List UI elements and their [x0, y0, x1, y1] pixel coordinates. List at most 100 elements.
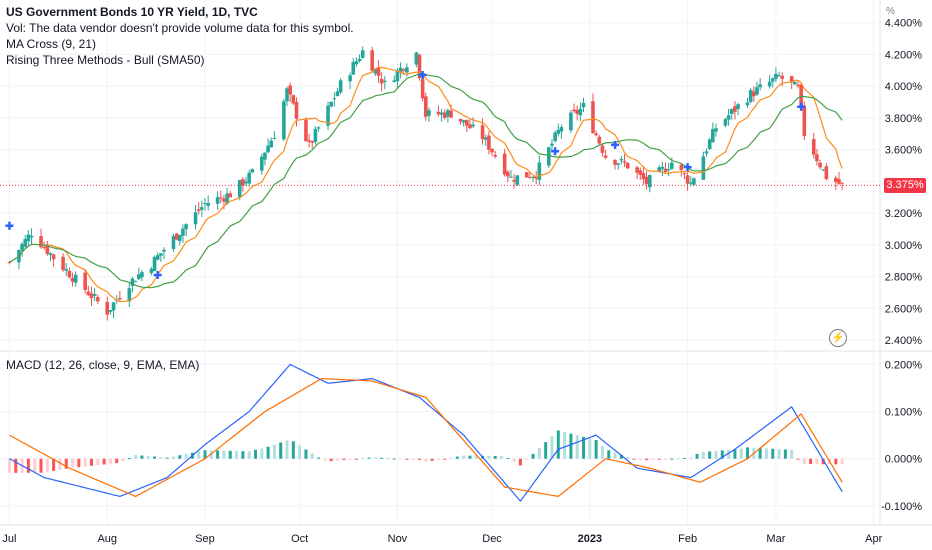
- macd-histogram-bar: [171, 456, 175, 459]
- macd-histogram-bar: [285, 440, 289, 459]
- axes: 2.400%2.600%2.800%3.000%3.200%3.400%3.60…: [2, 18, 922, 545]
- candle-body: [707, 139, 712, 149]
- candle-body: [531, 176, 535, 178]
- candle-body: [600, 145, 605, 153]
- candle-body: [685, 175, 690, 184]
- candle-body: [326, 105, 330, 126]
- candle-body: [622, 161, 627, 163]
- candle-body: [597, 136, 602, 144]
- ma-cross-label[interactable]: MA Cross (9, 21): [6, 37, 97, 51]
- candle-body: [203, 203, 207, 205]
- macd-histogram-bar: [380, 457, 384, 459]
- macd-histogram-bar: [733, 449, 737, 459]
- candle-body: [509, 176, 513, 178]
- macd-histogram-bar: [165, 457, 169, 459]
- macd-histogram-bar: [197, 451, 201, 459]
- candle-body: [259, 156, 264, 171]
- time-tick-label: Oct: [291, 533, 308, 545]
- macd-histogram-bar: [83, 458, 87, 467]
- candle-body: [524, 172, 529, 178]
- macd-histogram-bar: [588, 438, 592, 459]
- candle-body: [449, 110, 453, 118]
- macd-histogram-bar: [26, 458, 30, 473]
- macd-tick-label: -0.100%: [881, 501, 922, 513]
- candle-body: [181, 228, 185, 236]
- candle-body: [225, 193, 229, 204]
- macd-histogram-bar: [77, 458, 81, 468]
- candle-body: [572, 109, 576, 112]
- macd-histogram-bar: [714, 450, 718, 459]
- macd-label[interactable]: MACD (12, 26, close, 9, EMA, EMA): [6, 358, 200, 372]
- candle-body: [244, 181, 248, 184]
- candle-body: [682, 173, 687, 175]
- macd-histogram-bar: [537, 447, 541, 459]
- candle-body: [483, 137, 488, 140]
- candle-body: [688, 182, 693, 184]
- rising-three-label[interactable]: Rising Three Methods - Bull (SMA50): [6, 53, 205, 67]
- time-tick-label: Aug: [97, 533, 117, 545]
- macd-histogram-bar: [209, 450, 213, 459]
- candle-body: [420, 79, 425, 99]
- candle-body: [550, 143, 554, 146]
- candle-body: [480, 125, 485, 140]
- macd-histogram-bar: [405, 458, 409, 460]
- candle-body: [644, 176, 649, 185]
- macd-histogram-bar: [7, 458, 11, 473]
- candle-body: [405, 67, 409, 73]
- macd-histogram-bar: [121, 458, 125, 462]
- candle-body: [424, 96, 428, 117]
- macd-histogram-bar: [556, 430, 560, 459]
- candle-body: [51, 254, 56, 260]
- candle-body: [704, 151, 709, 154]
- candle-body: [821, 169, 826, 171]
- macd-tick-label: 0.000%: [885, 454, 923, 466]
- candle-body: [468, 124, 472, 129]
- candle-body: [338, 80, 343, 93]
- time-tick-label: Dec: [482, 533, 502, 545]
- candle-body: [736, 104, 740, 110]
- symbol-title[interactable]: US Government Bonds 10 YR Yield, 1D, TVC: [6, 5, 258, 19]
- candle-body: [745, 102, 750, 106]
- candle-body: [726, 115, 731, 120]
- candle-body: [392, 80, 397, 82]
- macd-histogram-bar: [796, 458, 800, 460]
- price-tick-label: 3.000%: [885, 240, 923, 252]
- macd-histogram-bar: [272, 444, 276, 459]
- macd-histogram-bar: [487, 455, 491, 459]
- candle-body: [89, 293, 94, 299]
- candle-body: [714, 128, 718, 132]
- price-tick-label: 4.200%: [885, 49, 923, 61]
- price-tick-label: 3.800%: [885, 113, 923, 125]
- lightning-icon[interactable]: ⚡: [829, 329, 847, 347]
- candle-body: [247, 172, 251, 184]
- scale-mode-label[interactable]: %: [886, 6, 895, 17]
- macd-histogram-bar: [354, 458, 358, 460]
- macd-histogram-bar: [367, 457, 371, 459]
- macd-histogram-bar: [821, 458, 825, 465]
- candle-body: [446, 110, 450, 117]
- macd-histogram-bar: [664, 458, 668, 460]
- macd-histogram-bar: [783, 449, 787, 459]
- candle-body: [802, 105, 807, 137]
- candle-body: [575, 110, 580, 114]
- candle-body: [487, 135, 491, 150]
- macd-histogram-bar: [746, 447, 750, 459]
- candle-body: [373, 68, 378, 74]
- macd-histogram-bar: [52, 458, 56, 471]
- candle-body: [556, 129, 561, 134]
- candle-body: [149, 268, 154, 274]
- candle-body: [206, 203, 210, 206]
- candle-body: [616, 163, 621, 165]
- macd-histogram-bar: [525, 458, 529, 460]
- macd-histogram-bar: [89, 458, 93, 466]
- macd-histogram-bar: [184, 453, 188, 459]
- macd-histogram-bar: [682, 457, 686, 459]
- macd-histogram-bar: [304, 449, 308, 459]
- candle-body: [370, 50, 374, 72]
- candle-body: [95, 297, 100, 302]
- ma-cross-marker: [611, 140, 620, 149]
- candle-body: [824, 166, 829, 180]
- candle-body: [793, 81, 797, 85]
- candle-body: [471, 124, 475, 127]
